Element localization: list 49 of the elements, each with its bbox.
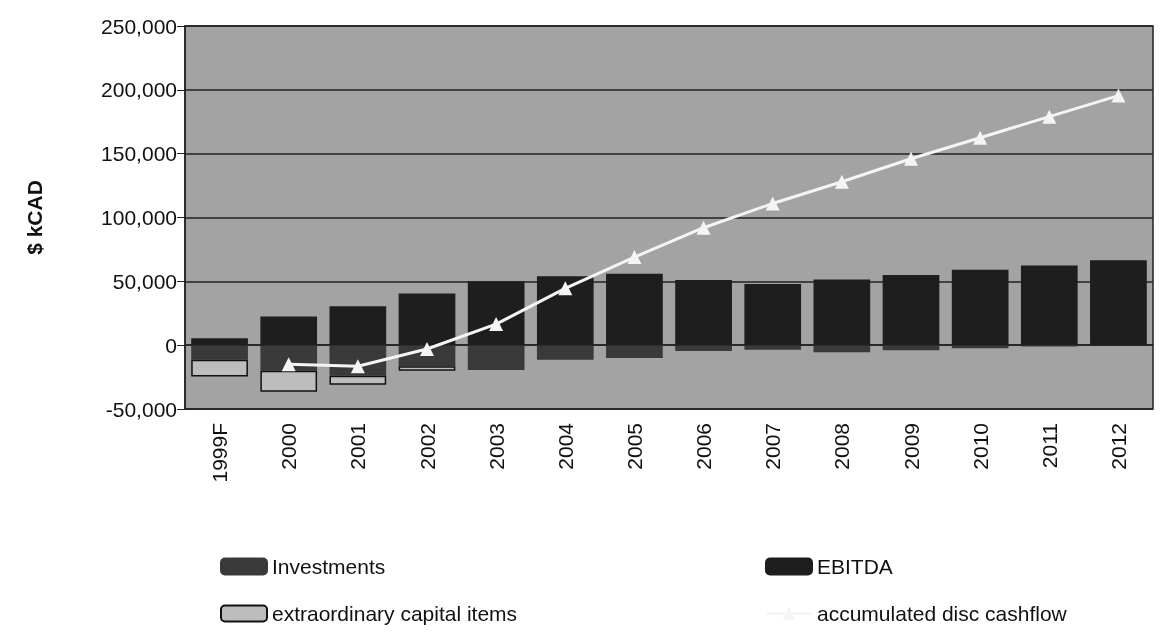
x-tick-label: 1999F — [208, 423, 232, 483]
x-tick-label: 2011 — [1037, 423, 1061, 469]
legend-label: accumulated disc cashflow — [817, 602, 1068, 625]
x-tick-label: 2007 — [761, 423, 785, 470]
bar — [813, 345, 871, 353]
x-tick-label: 2005 — [622, 423, 646, 470]
bar — [536, 345, 594, 360]
y-tick-label: 200,000 — [101, 78, 177, 102]
legend-label: Investments — [272, 555, 386, 578]
bar — [467, 345, 525, 371]
x-tick-label: 2000 — [277, 423, 301, 470]
x-tick-label: 2004 — [553, 422, 577, 470]
legend-label: extraordinary capital items — [272, 602, 518, 625]
point — [973, 130, 988, 145]
y-tick-label: 150,000 — [101, 142, 177, 166]
point — [834, 174, 849, 189]
bar — [329, 375, 387, 385]
x-tick-label: 2002 — [415, 423, 439, 470]
x-tick-label: 2003 — [484, 423, 508, 470]
point — [627, 250, 642, 265]
point — [558, 281, 573, 296]
bar — [191, 345, 248, 360]
y-tick-label: 100,000 — [101, 206, 177, 229]
point — [420, 342, 434, 356]
point — [765, 196, 780, 211]
x-tick-label: 2012 — [1106, 423, 1130, 470]
y-tick-label: 250,000 — [101, 14, 177, 38]
x-tick-label: 2010 — [968, 423, 992, 470]
point — [904, 151, 918, 166]
bar — [606, 345, 663, 358]
point — [1042, 109, 1057, 124]
bar — [675, 345, 732, 351]
legend-label: EBITDA — [817, 555, 893, 578]
x-tick-label: 2009 — [899, 423, 923, 470]
bar — [744, 345, 802, 350]
bar — [398, 366, 456, 371]
bar — [260, 370, 318, 392]
point — [489, 317, 504, 332]
x-tick-label: 2001 — [346, 423, 370, 470]
x-tick-label: 2008 — [830, 423, 854, 470]
bar — [191, 359, 248, 377]
bar — [882, 345, 940, 351]
point — [696, 220, 711, 235]
y-tick-label: 0 — [165, 333, 177, 357]
x-tick-label: 2006 — [692, 423, 716, 470]
point — [1111, 88, 1126, 103]
y-tick-label: -50,000 — [105, 397, 177, 421]
y-axis-title: $ kCAD — [23, 180, 46, 255]
y-tick-label: 50,000 — [112, 269, 177, 293]
